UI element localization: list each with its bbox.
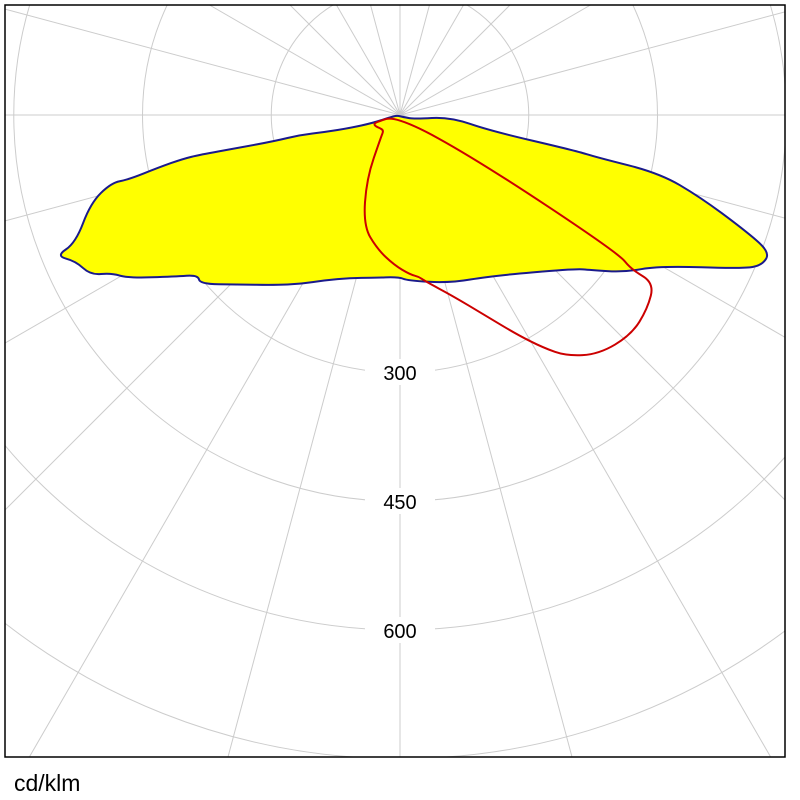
- svg-text:600: 600: [383, 621, 416, 643]
- svg-text:300: 300: [383, 363, 416, 385]
- svg-text:cd/klm: cd/klm: [14, 770, 80, 796]
- svg-text:450: 450: [383, 492, 416, 514]
